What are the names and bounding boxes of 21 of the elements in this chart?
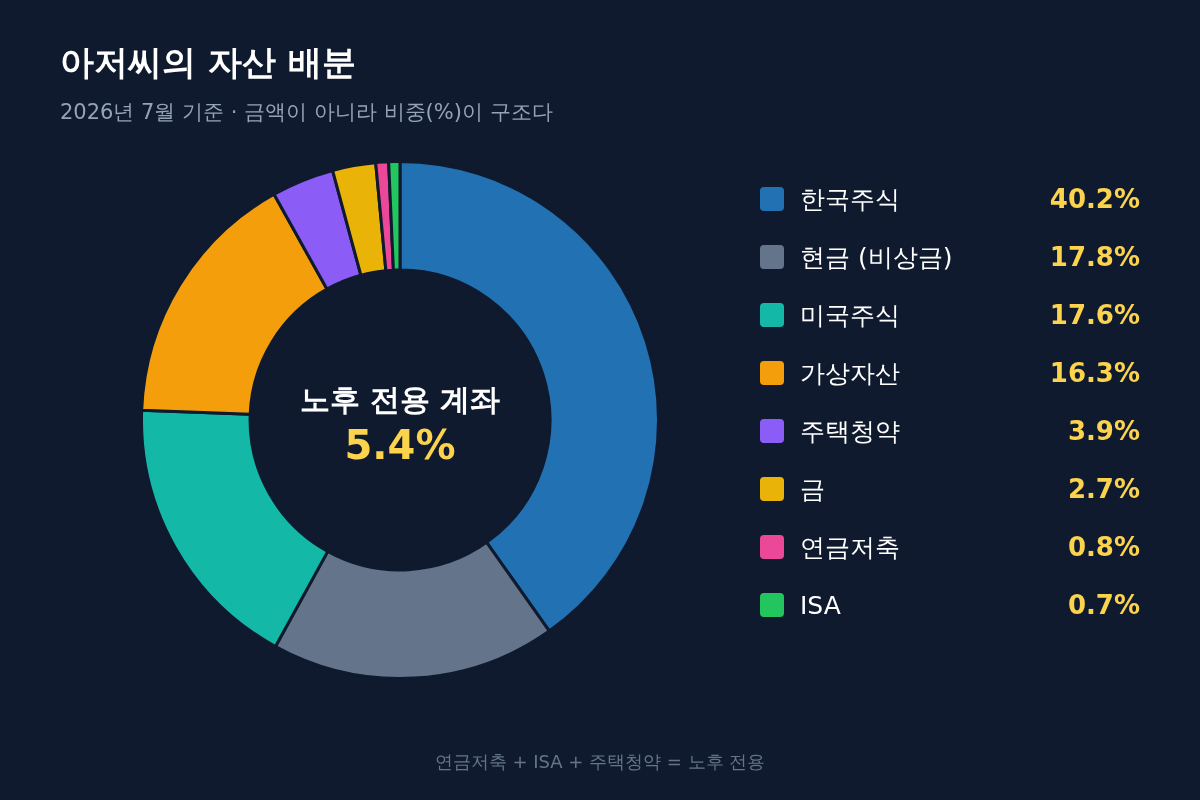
data-label: 40.2% — [1049, 184, 1140, 214]
text: 노후 전용 계좌 — [298, 381, 502, 419]
data-label: 2.7% — [1067, 474, 1140, 504]
legend-label: 미국주식 — [800, 299, 901, 332]
text: 5.4% — [343, 421, 457, 470]
data-label: 3.9% — [1067, 416, 1140, 446]
chart-title: 아저씨의 자산 배분 — [60, 41, 356, 84]
legend-label: 한국주식 — [800, 183, 901, 216]
data-label: 17.6% — [1049, 300, 1140, 330]
legend-label: 연금저축 — [800, 531, 901, 564]
legend-label: 가상자산 — [800, 357, 901, 390]
chart-subtitle: 2026년 7월 기준 · 금액이 아니라 비중(%)이 구조다 — [60, 99, 553, 126]
legend-label: 현금 (비상금) — [800, 241, 954, 274]
data-label: 16.3% — [1049, 358, 1140, 388]
data-label: 17.8% — [1049, 242, 1140, 272]
legend-label: 주택청약 — [800, 415, 901, 448]
legend-label: ISA — [800, 590, 842, 620]
legend-label: 금 — [800, 473, 826, 506]
data-label: 0.7% — [1067, 590, 1140, 620]
data-label: 0.8% — [1067, 532, 1140, 562]
text: 연금저축 + ISA + 주택청약 = 노후 전용 — [433, 750, 767, 774]
